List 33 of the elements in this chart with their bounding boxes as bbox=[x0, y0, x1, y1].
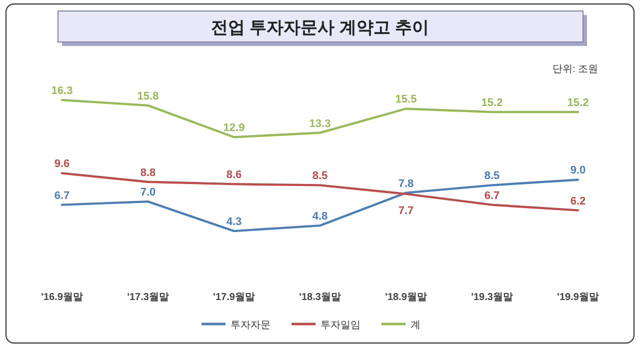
data-label: 6.7 bbox=[54, 190, 70, 202]
chart-title: 전업 투자자문사 계약고 추이 bbox=[210, 18, 430, 37]
legend-label: 투자자문 bbox=[230, 320, 270, 331]
data-label: 4.3 bbox=[226, 216, 242, 228]
data-label: 8.8 bbox=[140, 166, 156, 179]
data-label: 9.6 bbox=[54, 158, 70, 170]
x-tick-label: '19.3월말 bbox=[471, 292, 513, 303]
data-label: 9.0 bbox=[570, 164, 586, 177]
data-label: 8.5 bbox=[484, 170, 500, 182]
data-label: 6.2 bbox=[570, 195, 586, 208]
data-label: 8.6 bbox=[226, 169, 242, 182]
x-tick-label: '17.3월말 bbox=[127, 292, 169, 303]
x-tick-label: '16.9월말 bbox=[41, 292, 83, 303]
data-label: 7.8 bbox=[398, 178, 414, 190]
x-tick-label: '17.9월말 bbox=[213, 292, 255, 303]
data-label: 6.7 bbox=[484, 190, 500, 202]
x-tick-label: '18.9월말 bbox=[385, 292, 427, 303]
legend-label: 투자일임 bbox=[320, 320, 360, 331]
data-label: 15.2 bbox=[567, 97, 589, 110]
data-label: 13.3 bbox=[309, 118, 331, 130]
data-label: 7.0 bbox=[140, 186, 156, 199]
data-label: 7.7 bbox=[398, 204, 414, 217]
data-label: 15.8 bbox=[137, 90, 159, 102]
data-label: 15.2 bbox=[481, 97, 503, 110]
text: 단위: 조원 bbox=[552, 64, 598, 75]
data-label: 12.9 bbox=[223, 122, 245, 134]
x-tick-label: '18.3월말 bbox=[299, 292, 341, 303]
x-tick-label: '19.9월말 bbox=[557, 292, 599, 303]
data-label: 8.5 bbox=[312, 170, 328, 182]
data-label: 16.3 bbox=[51, 85, 73, 97]
data-label: 15.5 bbox=[395, 94, 417, 106]
legend-label: 계 bbox=[410, 320, 420, 331]
data-label: 4.8 bbox=[312, 210, 328, 223]
